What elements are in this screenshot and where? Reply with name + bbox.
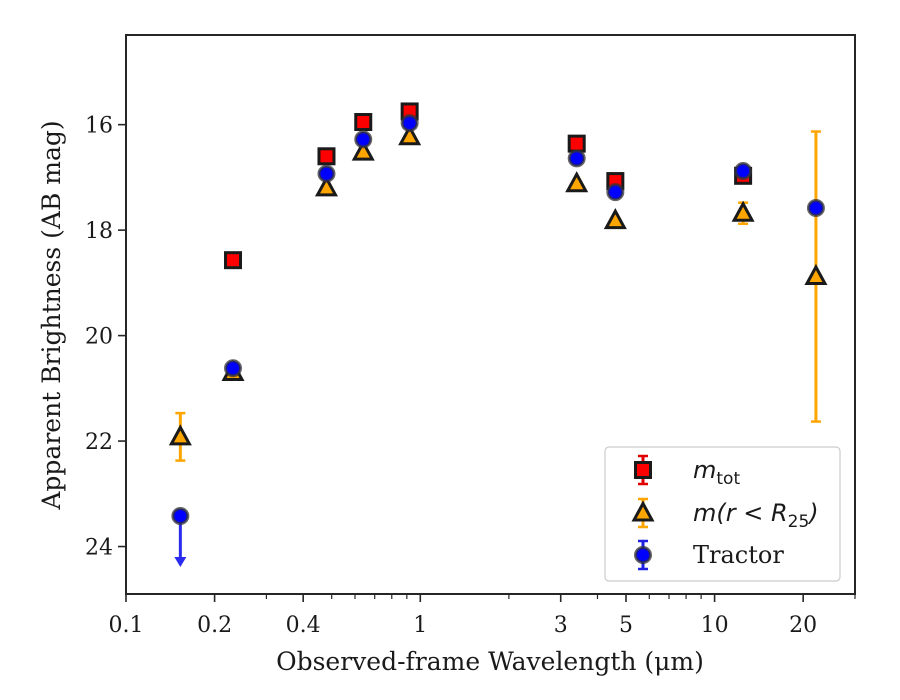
legend-box <box>604 446 841 582</box>
triangle-marker <box>804 263 828 286</box>
tractor-point <box>734 162 753 181</box>
legend-label: Tractor <box>693 541 784 569</box>
mr25-point <box>731 200 755 226</box>
circle-marker <box>634 546 652 564</box>
mr25-point <box>351 139 375 161</box>
x-tick-label: 0.2 <box>197 613 232 638</box>
tractor-point <box>354 130 373 149</box>
circle-marker <box>606 183 625 202</box>
circle-marker <box>806 198 825 217</box>
x-axis-label: Observed-frame Wavelength (μm) <box>276 647 704 676</box>
legend-entry-mtot: mtot <box>634 454 740 489</box>
mr25-point <box>398 124 422 146</box>
square-marker <box>224 251 243 270</box>
triangle-marker <box>603 207 627 230</box>
mtot-point <box>354 113 373 132</box>
circle-marker <box>400 114 419 133</box>
triangle-marker <box>398 124 422 146</box>
circle-marker <box>567 149 586 168</box>
mr25-point <box>565 171 589 193</box>
circle-marker <box>171 506 190 525</box>
y-tick-label: 20 <box>85 325 113 350</box>
tractor-point <box>224 359 243 378</box>
square-marker <box>354 113 373 132</box>
series-tractor <box>171 114 825 567</box>
circle-marker <box>734 162 753 181</box>
triangle-marker <box>351 139 375 161</box>
triangle-marker <box>631 500 655 522</box>
legend-label: mtot <box>693 456 740 489</box>
mr25-point <box>603 207 627 230</box>
triangle-marker <box>168 424 192 446</box>
tractor-point <box>400 114 419 133</box>
tractor-point <box>806 198 825 217</box>
x-tick-label: 3 <box>554 613 568 638</box>
tractor-point <box>567 149 586 168</box>
mtot-point <box>567 134 586 153</box>
x-axis: 0.1 0.2 0.4 1 3 5 10 20 <box>109 594 856 638</box>
legend-entry-mr25: m(r < R25) <box>631 497 819 532</box>
tractor-point <box>171 506 190 567</box>
y-tick-label: 22 <box>85 430 113 455</box>
square-marker <box>634 461 652 479</box>
mr25-point <box>314 175 339 197</box>
y-axis-label: Apparent Brightness (AB mag) <box>37 120 66 510</box>
circle-marker <box>317 164 336 183</box>
upper-limit-arrow-head <box>174 556 187 567</box>
circle-marker <box>354 130 373 149</box>
triangle-marker <box>731 200 755 222</box>
legend-label: m(r < R25) <box>693 499 819 532</box>
data-marks <box>168 102 828 567</box>
tractor-point <box>317 164 336 183</box>
y-tick-label: 24 <box>85 536 113 561</box>
circle-marker <box>224 359 243 378</box>
square-marker <box>567 134 586 153</box>
y-tick-label: 16 <box>85 114 113 139</box>
x-tick-label: 0.1 <box>109 613 144 638</box>
x-tick-label: 5 <box>619 613 633 638</box>
mr25-point <box>168 411 192 462</box>
x-tick-label: 1 <box>413 613 427 638</box>
triangle-marker <box>565 171 589 193</box>
x-tick-label: 0.4 <box>286 613 321 638</box>
legend-entry-tractor: Tractor <box>634 539 784 571</box>
mtot-point <box>317 147 336 166</box>
triangle-marker <box>314 175 339 197</box>
y-axis: 16 18 20 22 24 <box>85 114 126 561</box>
x-tick-label: 10 <box>701 613 729 638</box>
square-marker <box>317 147 336 166</box>
x-tick-label: 20 <box>789 613 817 638</box>
y-tick-label: 18 <box>85 219 113 244</box>
mr25-point <box>804 130 828 423</box>
tractor-point <box>606 183 625 202</box>
mtot-point <box>224 251 243 270</box>
legend: mtot m(r < R25) Tractor <box>604 446 841 582</box>
